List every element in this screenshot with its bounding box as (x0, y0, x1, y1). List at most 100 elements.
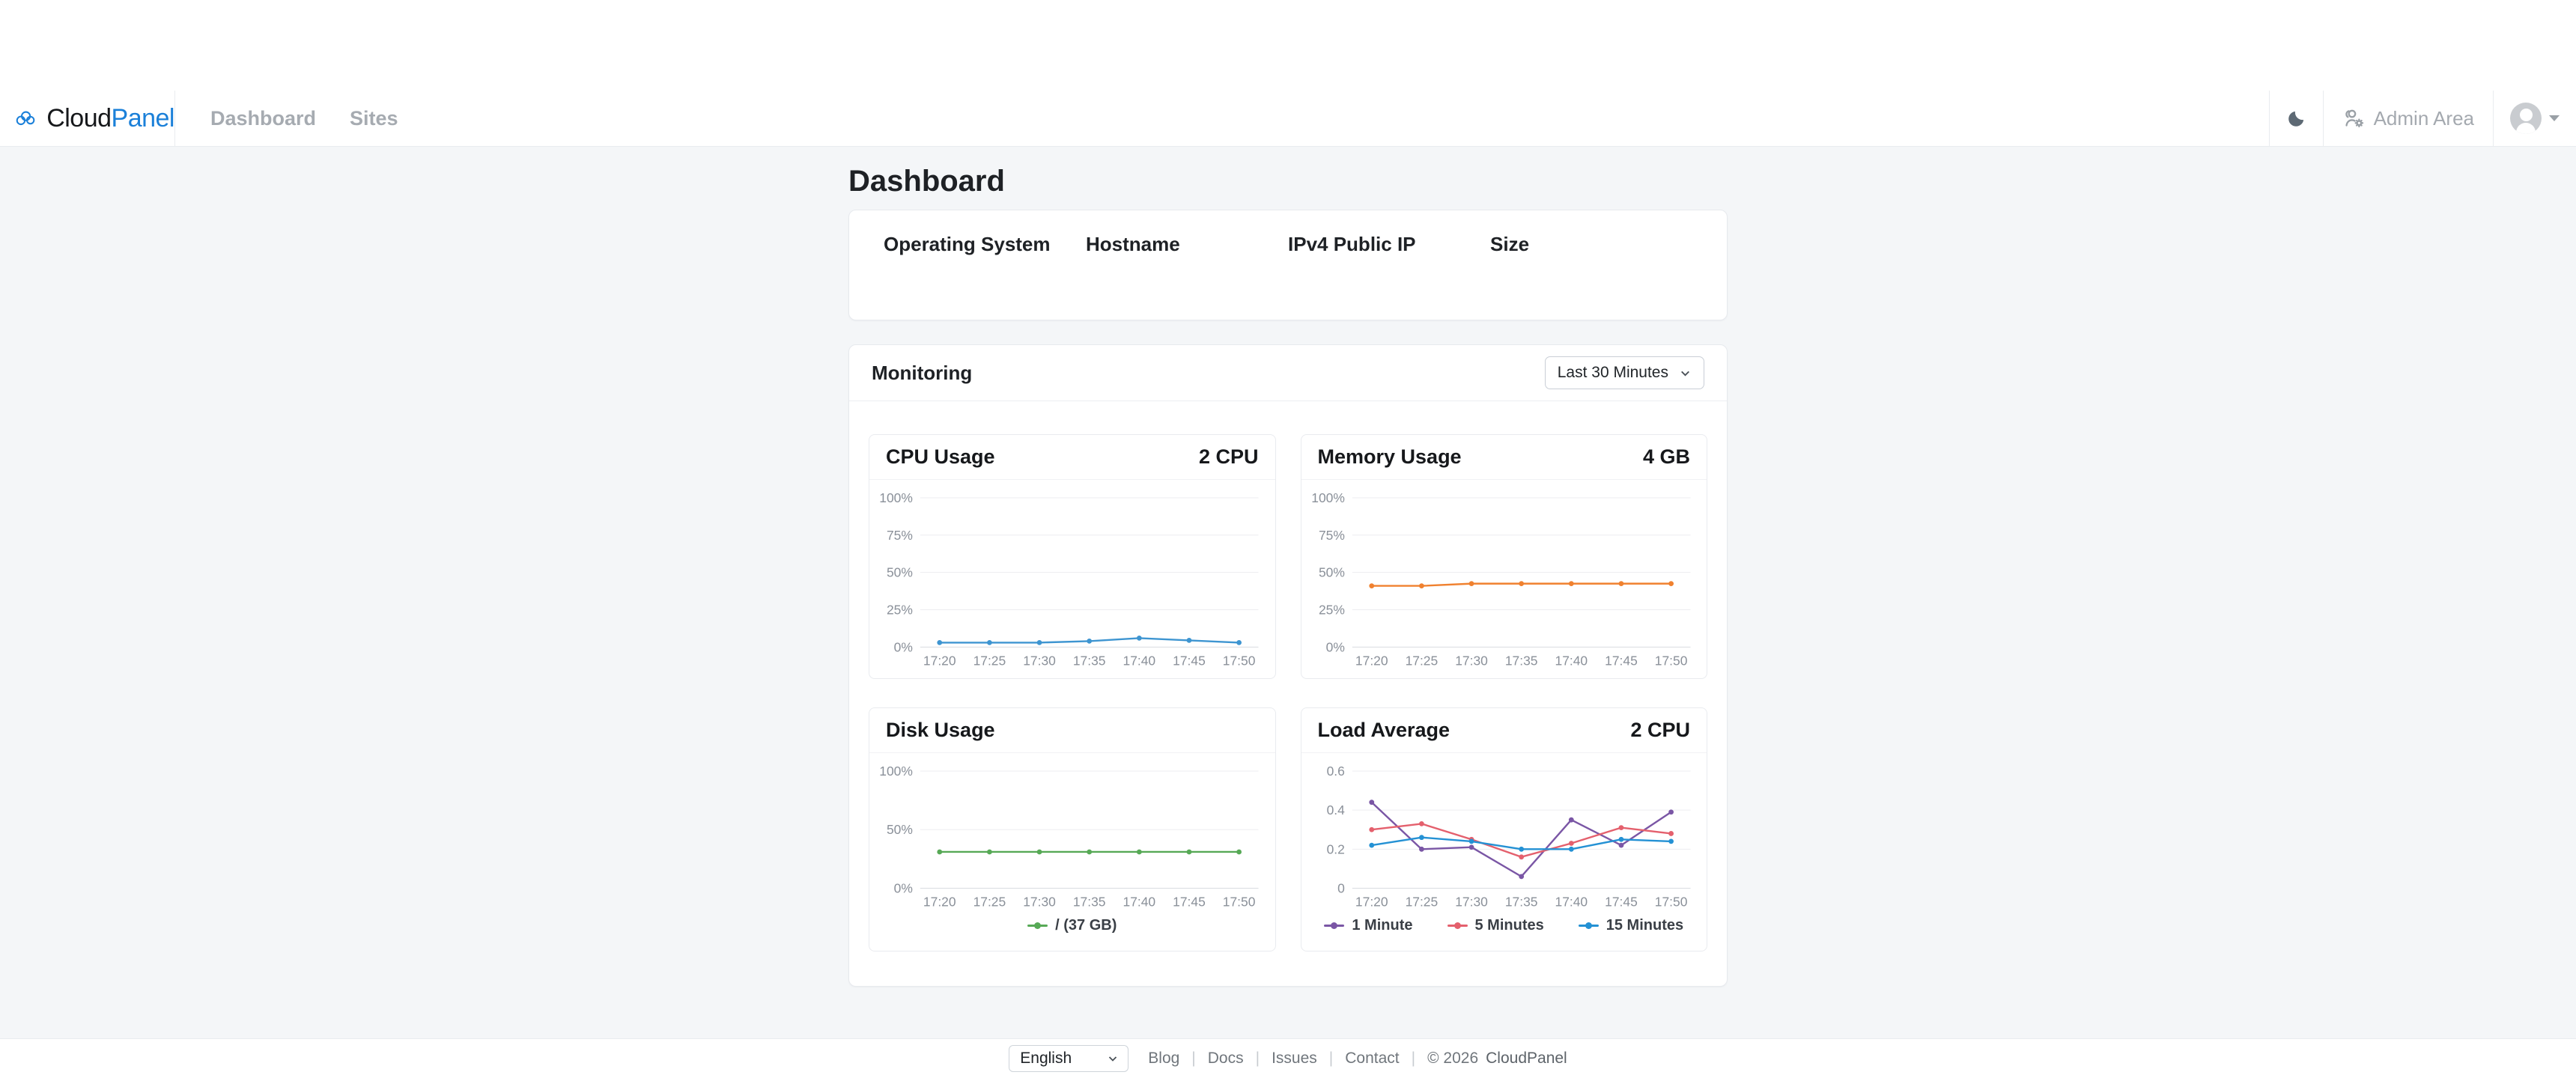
main-nav: Dashboard Sites (175, 107, 398, 130)
info-col-ip: IPv4 Public IP (1288, 233, 1490, 293)
info-value-ip (1288, 263, 1490, 293)
footer-links: Blog | Docs | Issues | Contact | © 2026 … (1148, 1050, 1567, 1068)
top-navigation-bar: CloudPanel Dashboard Sites (0, 0, 2576, 147)
user-menu[interactable] (2494, 91, 2576, 146)
svg-text:17:20: 17:20 (1355, 895, 1388, 910)
svg-text:25%: 25% (1318, 603, 1344, 618)
cpu-usage-chart-card: CPU Usage 2 CPU 100% 75% 50% 25% 0% 17:20 17:2… (869, 434, 1276, 680)
disk-usage-chart-card: Disk Usage 100% 50% 0% 17:20 17:25 17:30 17:35… (869, 707, 1276, 951)
svg-text:0: 0 (1337, 881, 1345, 896)
chart-legend: 1 Minute 5 Minutes 15 Minutes (1307, 914, 1701, 945)
svg-text:0%: 0% (1325, 639, 1344, 654)
svg-text:50%: 50% (1318, 565, 1344, 580)
svg-text:50%: 50% (887, 565, 913, 580)
footer-separator: | (1328, 1050, 1334, 1067)
svg-text:17:40: 17:40 (1123, 895, 1156, 910)
svg-text:0.6: 0.6 (1326, 764, 1344, 779)
legend-label: 5 Minutes (1474, 916, 1544, 934)
svg-text:17:30: 17:30 (1023, 653, 1056, 668)
svg-text:17:50: 17:50 (1223, 653, 1256, 668)
legend-item: 5 Minutes (1447, 916, 1544, 934)
chart-title: CPU Usage (886, 445, 995, 468)
chevron-down-icon (2549, 115, 2560, 121)
chart-badge: 2 CPU (1630, 719, 1690, 742)
nav-divider (2268, 91, 2270, 146)
legend-item: 15 Minutes (1578, 917, 1683, 934)
chart-header: Memory Usage 4 GB (1301, 435, 1707, 480)
chart-legend: / (37 GB) (875, 914, 1269, 945)
monitoring-header: Monitoring Last 30 Minutes (849, 345, 1727, 401)
chart-header: Disk Usage (869, 708, 1275, 754)
svg-text:17:35: 17:35 (1504, 895, 1537, 910)
svg-text:17:45: 17:45 (1173, 895, 1206, 910)
svg-text:0.2: 0.2 (1326, 842, 1344, 857)
users-gear-icon (2345, 109, 2363, 127)
svg-text:0.4: 0.4 (1326, 803, 1345, 817)
page-title: Dashboard (848, 165, 1005, 198)
language-select[interactable]: English (1009, 1045, 1129, 1072)
memory-usage-chart-card: Memory Usage 4 GB 100% 75% 50% 25% 0% 17:20 17… (1300, 434, 1707, 680)
admin-area-link[interactable]: Admin Area (2324, 91, 2493, 146)
svg-text:17:50: 17:50 (1654, 895, 1687, 910)
svg-text:17:35: 17:35 (1073, 653, 1106, 668)
svg-text:17:25: 17:25 (973, 895, 1006, 910)
chart-header: Load Average 2 CPU (1301, 708, 1707, 754)
footer-link-blog[interactable]: Blog (1148, 1050, 1180, 1067)
chart-title: Memory Usage (1317, 445, 1462, 468)
footer-link-issues[interactable]: Issues (1272, 1050, 1317, 1067)
info-header-hostname: Hostname (1086, 233, 1180, 255)
footer-link-cloudpanel[interactable]: CloudPanel (1486, 1050, 1567, 1067)
svg-text:17:20: 17:20 (923, 895, 956, 910)
memory-usage-plot: 100% 75% 50% 25% 0% 17:20 17:25 17:30 17:35 17:40… (1301, 480, 1707, 678)
brand-logo[interactable]: CloudPanel (15, 104, 175, 133)
svg-text:17:45: 17:45 (1605, 653, 1638, 668)
svg-text:17:45: 17:45 (1605, 895, 1638, 910)
svg-text:17:50: 17:50 (1654, 653, 1687, 668)
nav-item-dashboard[interactable]: Dashboard (210, 106, 317, 130)
footer-separator: | (1411, 1050, 1416, 1067)
legend-marker (1578, 922, 1599, 929)
copyright-year: © 2026 (1427, 1050, 1479, 1067)
svg-text:100%: 100% (1311, 490, 1345, 505)
svg-text:0%: 0% (894, 881, 913, 896)
nav-item-sites[interactable]: Sites (350, 106, 398, 130)
chart-header: CPU Usage 2 CPU (869, 435, 1275, 480)
dark-mode-toggle[interactable] (2270, 91, 2323, 146)
footer-link-docs[interactable]: Docs (1207, 1050, 1244, 1067)
svg-text:17:35: 17:35 (1504, 653, 1537, 668)
footer-separator: | (1191, 1050, 1196, 1067)
monitoring-title: Monitoring (872, 361, 973, 384)
info-header-size: Size (1490, 233, 1530, 255)
legend-marker (1447, 922, 1468, 929)
charts-grid: CPU Usage 2 CPU 100% 75% 50% 25% 0% 17:20 17:2… (849, 401, 1727, 986)
load-average-chart-card: Load Average 2 CPU 0.6 0.4 0.2 0 17:20 17:25 1… (1300, 707, 1707, 951)
svg-text:17:30: 17:30 (1023, 895, 1056, 910)
nav-divider (174, 91, 175, 146)
disk-usage-plot: 100% 50% 0% 17:20 17:25 17:30 17:35 17:40 17:45 1… (869, 753, 1275, 950)
time-range-select[interactable]: Last 30 Minutes (1544, 356, 1704, 389)
chevron-down-icon (1681, 371, 1689, 377)
main-content: Dashboard Operating System Hostname IPv4… (848, 147, 1728, 1038)
info-header-ip: IPv4 Public IP (1288, 233, 1416, 255)
info-col-size: Size (1490, 233, 1692, 293)
load-average-plot: 0.6 0.4 0.2 0 17:20 17:25 17:30 17:35 17:40 17:45… (1301, 753, 1707, 950)
nav-right-group: Admin Area (2268, 91, 2576, 146)
info-value-os (884, 263, 1086, 293)
svg-text:17:40: 17:40 (1123, 653, 1156, 668)
info-value-size (1490, 263, 1692, 293)
copyright: © 2026 CloudPanel (1427, 1050, 1567, 1068)
nav-divider (2493, 91, 2494, 146)
legend-marker (1324, 922, 1345, 929)
footer-separator: | (1255, 1050, 1260, 1067)
svg-text:100%: 100% (879, 490, 913, 505)
nav-divider (2322, 91, 2324, 146)
footer-link-contact[interactable]: Contact (1345, 1050, 1400, 1067)
svg-text:17:50: 17:50 (1223, 895, 1256, 910)
svg-text:17:40: 17:40 (1555, 895, 1588, 910)
legend-label: 1 Minute (1352, 916, 1413, 934)
svg-text:17:25: 17:25 (1405, 653, 1438, 668)
legend-marker (1027, 922, 1048, 929)
legend-item: / (37 GB) (1027, 917, 1117, 934)
time-range-value: Last 30 Minutes (1557, 364, 1668, 381)
legend-label: / (37 GB) (1055, 916, 1117, 934)
